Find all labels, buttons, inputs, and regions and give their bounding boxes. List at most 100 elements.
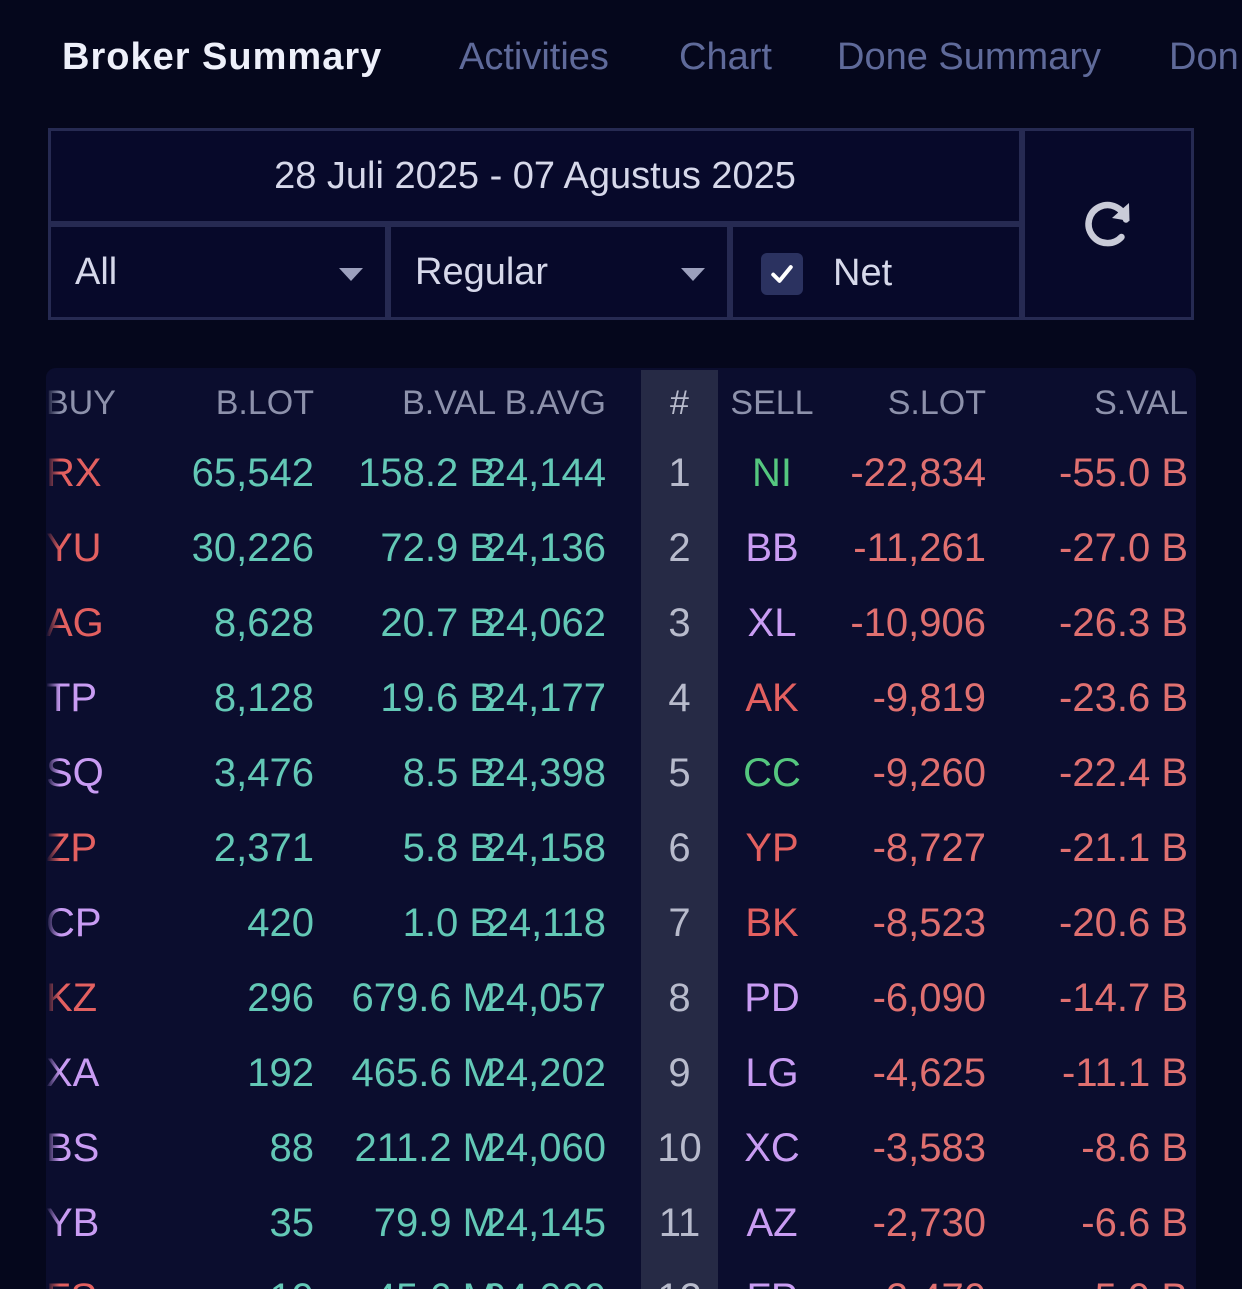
- rank-number: 10: [657, 1126, 702, 1170]
- table-row[interactable]: ZP 2,371 5.8 B 24,158 6 YP -8,727 -21.1 B: [46, 811, 1196, 886]
- table-row[interactable]: AG 8,628 20.7 B 24,062 3 XL -10,906 -26.3 B: [46, 586, 1196, 661]
- buy-value: 79.9 M: [373, 1201, 496, 1245]
- sell-lot: -8,727: [872, 826, 986, 870]
- buy-lot: 8,128: [213, 676, 314, 720]
- buy-average: 24,202: [483, 1051, 606, 1095]
- buy-average: 24,057: [483, 976, 606, 1020]
- sell-value: -11.1 B: [1062, 1051, 1188, 1095]
- sell-value: -6.6 B: [1081, 1201, 1188, 1245]
- rank-number: 11: [658, 1201, 701, 1245]
- tab-broker-summary[interactable]: Broker Summary: [62, 36, 383, 78]
- buy-average: 24,118: [486, 901, 606, 945]
- checkmark-icon: [771, 265, 793, 283]
- sell-broker-code[interactable]: BK: [745, 901, 799, 945]
- rank-number: 3: [668, 601, 691, 645]
- sell-value: -5.9 B: [1081, 1261, 1188, 1289]
- sell-broker-code[interactable]: XC: [744, 1126, 800, 1170]
- net-checkbox[interactable]: [761, 253, 803, 295]
- sell-lot: -6,090: [872, 976, 986, 1020]
- buy-lot: 192: [247, 1051, 314, 1095]
- buy-average: 24,398: [483, 751, 606, 795]
- buy-value: 8.5 B: [402, 751, 496, 795]
- table-row[interactable]: CP 420 1.0 B 24,118 7 BK -8,523 -20.6 B: [46, 886, 1196, 961]
- buy-average: 24,060: [483, 1126, 606, 1170]
- buy-value: 465.6 M: [351, 1051, 496, 1095]
- tab-done-summary[interactable]: Done Summary: [837, 36, 1101, 78]
- sell-value: -8.6 B: [1081, 1126, 1188, 1170]
- table-header-row: BUY B.LOT B.VAL B.AVG # SELL S.LOT S.VAL: [46, 368, 1196, 443]
- buy-value: 158.2 B: [358, 451, 496, 495]
- sell-broker-code[interactable]: CC: [743, 751, 801, 795]
- rank-number: 2: [668, 526, 691, 570]
- sell-broker-code[interactable]: AK: [745, 676, 799, 720]
- table-row[interactable]: TP 8,128 19.6 B 24,177 4 AK -9,819 -23.6 B: [46, 661, 1196, 736]
- header-b-avg[interactable]: B.AVG: [504, 384, 606, 422]
- sell-broker-code[interactable]: PD: [744, 976, 800, 1020]
- refresh-button[interactable]: [1022, 128, 1194, 320]
- buy-value: 211.2 M: [354, 1126, 496, 1170]
- rank-number: 6: [668, 826, 691, 870]
- sell-broker-code[interactable]: FP: [718, 1261, 826, 1289]
- sell-value: -55.0 B: [1059, 451, 1188, 495]
- sell-lot: -10,906: [850, 601, 986, 645]
- rank-number: 1: [668, 451, 691, 495]
- sell-lot: -4,625: [872, 1051, 986, 1095]
- table-row[interactable]: RX 65,542 158.2 B 24,144 1 NI -22,834 -55.0 B: [46, 436, 1196, 511]
- buy-value: 45.6 M: [374, 1261, 496, 1289]
- refresh-icon: [1085, 201, 1130, 247]
- tab-done-detail[interactable]: Don: [1169, 36, 1239, 78]
- sell-value: -23.6 B: [1059, 676, 1188, 720]
- sell-lot: -2,730: [872, 1201, 986, 1245]
- board-select[interactable]: All: [48, 224, 388, 320]
- tab-chart[interactable]: Chart: [679, 36, 772, 78]
- sell-broker-code[interactable]: XL: [747, 601, 797, 645]
- net-toggle[interactable]: Net: [730, 224, 1022, 320]
- table-row[interactable]: FS1945.6 M24,00012FP-2,470-5.9 B: [46, 1261, 1196, 1289]
- header-b-val[interactable]: B.VAL: [402, 384, 496, 422]
- sell-broker-code[interactable]: LG: [745, 1051, 799, 1095]
- buy-value: 19.6 B: [380, 676, 496, 720]
- header-s-val[interactable]: S.VAL: [1094, 384, 1188, 422]
- chevron-down-icon: [339, 268, 363, 281]
- board-select-value: All: [75, 250, 118, 293]
- buy-lot: 420: [247, 901, 314, 945]
- sell-broker-code[interactable]: AZ: [746, 1201, 798, 1245]
- table-row[interactable]: SQ 3,476 8.5 B 24,398 5 CC -9,260 -22.4 B: [46, 736, 1196, 811]
- date-range-label: 28 Juli 2025 - 07 Agustus 2025: [274, 154, 796, 197]
- sell-broker-code[interactable]: YP: [745, 826, 799, 870]
- header-rank: #: [670, 384, 689, 422]
- market-select[interactable]: Regular: [388, 224, 730, 320]
- date-range-picker[interactable]: 28 Juli 2025 - 07 Agustus 2025: [48, 128, 1022, 224]
- buy-lot: 8,628: [213, 601, 314, 645]
- table-row[interactable]: BS 88 211.2 M 24,060 10 XC -3,583 -8.6 B: [46, 1111, 1196, 1186]
- sell-value: -27.0 B: [1059, 526, 1188, 570]
- rank-number: 5: [668, 751, 691, 795]
- table-row[interactable]: YB 35 79.9 M 24,145 11 AZ -2,730 -6.6 B: [46, 1186, 1196, 1261]
- sell-value: -26.3 B: [1059, 601, 1188, 645]
- tab-activities[interactable]: Activities: [459, 36, 609, 78]
- buy-lot: 2,371: [213, 826, 314, 870]
- tab-bar: Broker Summary Activities Chart Done Sum…: [0, 0, 1242, 110]
- rank-number: 8: [668, 976, 691, 1020]
- buy-average: 24,177: [483, 676, 606, 720]
- sell-broker-code[interactable]: NI: [752, 451, 792, 495]
- header-sell[interactable]: SELL: [730, 384, 814, 422]
- table-row[interactable]: XA 192 465.6 M 24,202 9 LG -4,625 -11.1 B: [46, 1036, 1196, 1111]
- buy-lot: 296: [247, 976, 314, 1020]
- buy-average: 24,145: [483, 1201, 606, 1245]
- sell-lot: -2,470: [873, 1261, 986, 1289]
- sell-lot: -3,583: [872, 1126, 986, 1170]
- header-b-lot[interactable]: B.LOT: [215, 384, 314, 422]
- buy-average: 24,062: [483, 601, 606, 645]
- sell-broker-code[interactable]: BB: [745, 526, 799, 570]
- header-s-lot[interactable]: S.LOT: [887, 384, 986, 422]
- buy-value: 1.0 B: [402, 901, 496, 945]
- rank-number: 7: [668, 901, 691, 945]
- table-row[interactable]: YU 30,226 72.9 B 24,136 2 BB -11,261 -27.0 B: [46, 511, 1196, 586]
- sell-lot: -8,523: [872, 901, 986, 945]
- buy-value: 20.7 B: [380, 601, 496, 645]
- buy-lot: 88: [269, 1126, 315, 1170]
- table-row[interactable]: KZ 296 679.6 M 24,057 8 PD -6,090 -14.7 B: [46, 961, 1196, 1036]
- sell-value: -22.4 B: [1059, 751, 1188, 795]
- rank-number: 4: [668, 676, 691, 720]
